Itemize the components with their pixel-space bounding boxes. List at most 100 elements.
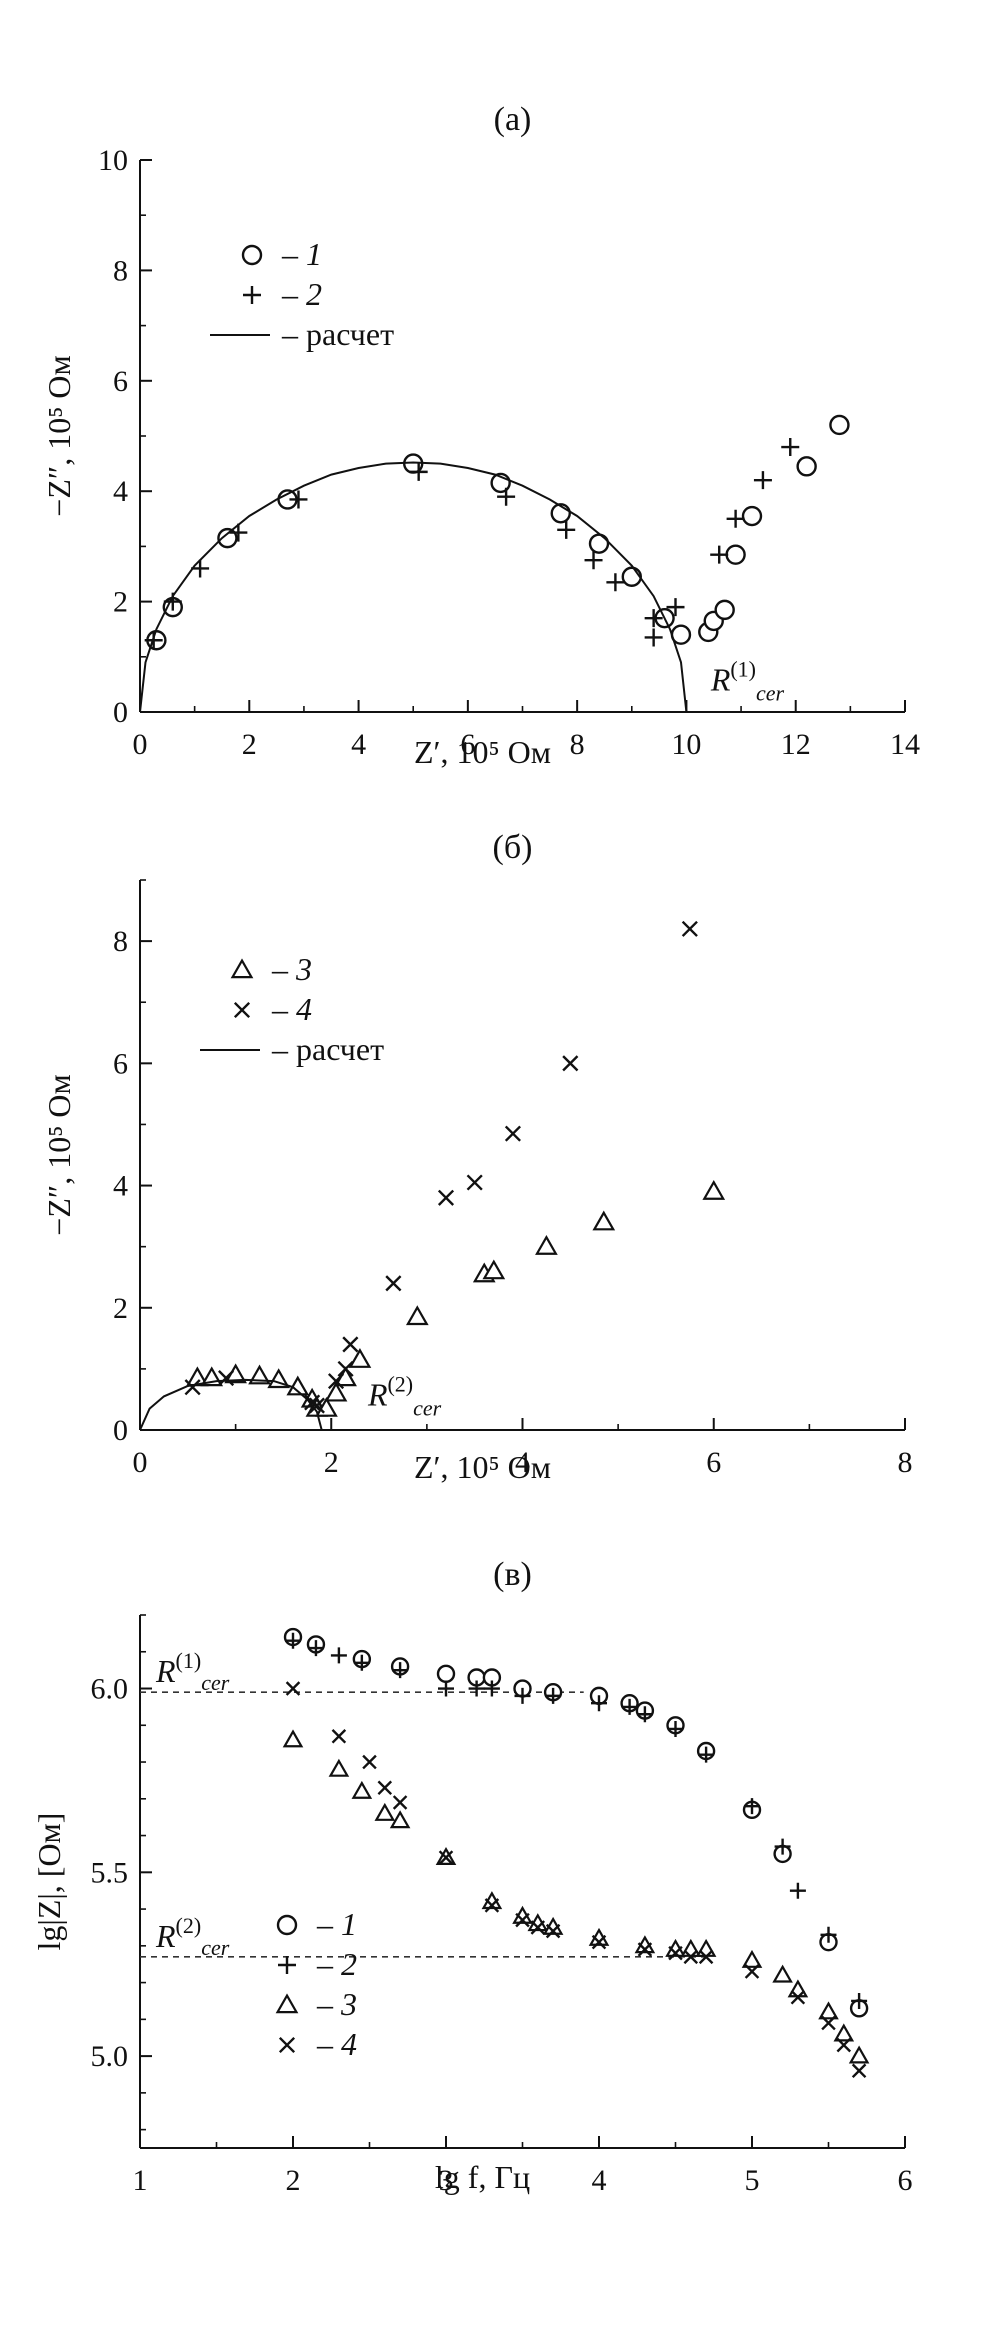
- data-point: [191, 559, 210, 578]
- y-tick-label: 5.0: [91, 2040, 129, 2073]
- series-1: [146, 414, 850, 651]
- data-point: [374, 1802, 396, 1821]
- reference-line-label: R(2)cer: [155, 1913, 230, 1960]
- series-4: [285, 1681, 867, 2079]
- data-point: [836, 2037, 852, 2053]
- data-point: [389, 1810, 411, 1829]
- legend-marker: [276, 1914, 298, 1936]
- annotation-r-cer: R(1)cer: [710, 656, 785, 705]
- x-tick-label: 14: [890, 728, 920, 761]
- y-tick-label: 6.0: [91, 1673, 129, 1706]
- data-point: [331, 1729, 347, 1744]
- x-tick-label: 12: [781, 728, 811, 761]
- x-tick-label: 6: [898, 2164, 913, 2197]
- data-point: [286, 1375, 310, 1396]
- y-tick-label: 8: [113, 925, 128, 958]
- y-tick-label: 2: [113, 586, 128, 619]
- y-tick-label: 10: [98, 144, 128, 177]
- series-2: [144, 438, 800, 650]
- data-point: [535, 1235, 558, 1255]
- y-tick-label: 6: [113, 365, 128, 398]
- data-point: [848, 2045, 870, 2064]
- x-tick-label: 10: [671, 728, 701, 761]
- data-point: [741, 1949, 763, 1968]
- y-tick-label: 0: [113, 1414, 128, 1447]
- data-point: [385, 1275, 402, 1292]
- data-point: [351, 1780, 373, 1799]
- data-point: [307, 1640, 324, 1657]
- data-point: [644, 628, 663, 647]
- data-point: [725, 544, 746, 565]
- y-tick-label: 0: [113, 696, 128, 729]
- x-tick-label: 4: [515, 1446, 530, 1479]
- chart-panel-1: (a) 0 2 4 6 8 10 12 14 0 2 4 6 8 10 Z′, 10⁵ Ом −Z″, 10⁵ …: [41, 101, 920, 770]
- x-axis-title: lg f, Гц: [435, 2159, 530, 2195]
- y-tick-label: 4: [113, 1170, 128, 1203]
- panel-label: (a): [494, 101, 532, 138]
- data-point: [285, 1681, 301, 1696]
- reference-line-label: R(1)cer: [155, 1648, 230, 1695]
- data-point: [545, 1923, 561, 1939]
- legend-marker: [233, 1001, 251, 1019]
- data-point: [606, 573, 625, 592]
- data-point: [681, 920, 698, 937]
- series-расчет: [139, 461, 688, 713]
- data-point: [787, 1979, 809, 1998]
- x-tick-label: 1: [133, 2164, 148, 2197]
- data-point: [289, 490, 308, 509]
- data-point: [362, 1754, 377, 1770]
- data-point: [789, 1882, 806, 1899]
- legend: – 1 – 2 – 3 – 4: [275, 1906, 357, 2062]
- data-point: [774, 1838, 791, 1855]
- legend-entry-label: – расчет: [281, 316, 394, 352]
- data-point: [328, 1758, 350, 1777]
- legend-entry-label: – 2: [316, 1946, 357, 1982]
- data-point: [683, 1949, 699, 1965]
- data-point: [514, 1687, 531, 1704]
- chart-panel-3: (в) 1 2 3 4 5 6 5.0 5.5 6.0 lg f, Гц lg|Z|, [Ом] R(1…: [31, 1556, 913, 2197]
- y-tick-label: 8: [113, 254, 128, 287]
- x-tick-label: 5: [745, 2164, 760, 2197]
- data-point: [744, 1964, 760, 1979]
- data-point: [702, 1180, 726, 1200]
- data-point: [818, 2001, 839, 2020]
- data-point: [637, 1942, 653, 1957]
- x-tick-label: 0: [133, 728, 148, 761]
- x-tick-label: 4: [351, 728, 366, 761]
- data-point: [545, 1687, 562, 1704]
- legend: – 3 – 4 – расчет: [200, 951, 384, 1067]
- data-point: [337, 1360, 354, 1377]
- series-1: [283, 1627, 869, 2018]
- data-point: [482, 1259, 506, 1280]
- legend-entry-label: – 4: [316, 2026, 357, 2062]
- data-point: [327, 1373, 345, 1390]
- data-point: [726, 509, 745, 528]
- data-point: [392, 1662, 409, 1679]
- data-point: [796, 456, 817, 477]
- x-tick-label: 2: [324, 1446, 339, 1479]
- legend-marker: [278, 2036, 296, 2054]
- x-axis-title: Z′, 10⁵ Ом: [414, 734, 551, 770]
- chart-panel-2: (б) 0 2 4 6 8 0 2 4 6 8 Z′, 10⁵ Ом −Z″, 10⁵ Ом R(2)ce…: [41, 829, 913, 1485]
- data-point: [184, 1379, 201, 1396]
- legend-entry-label: – 1: [281, 236, 322, 272]
- data-point: [248, 1364, 271, 1385]
- data-point: [562, 1055, 579, 1072]
- data-point: [588, 533, 610, 554]
- data-point: [695, 1938, 717, 1957]
- y-tick-label: 2: [113, 1292, 128, 1325]
- data-point: [781, 438, 800, 457]
- y-axis-title: lg|Z|, [Ом]: [31, 1813, 67, 1951]
- legend-entry-label: – 1: [316, 1906, 357, 1942]
- data-point: [821, 2015, 836, 2031]
- data-point: [353, 1654, 370, 1671]
- data-point: [591, 1695, 607, 1712]
- data-point: [437, 1189, 455, 1206]
- legend-entry-label: – 3: [271, 951, 312, 987]
- legend-entry-label: – 4: [271, 991, 312, 1027]
- x-tick-label: 6: [706, 1446, 721, 1479]
- y-tick-label: 5.5: [91, 1856, 129, 1889]
- data-point: [636, 1706, 653, 1723]
- data-point: [438, 1850, 454, 1865]
- legend-marker: [241, 244, 263, 266]
